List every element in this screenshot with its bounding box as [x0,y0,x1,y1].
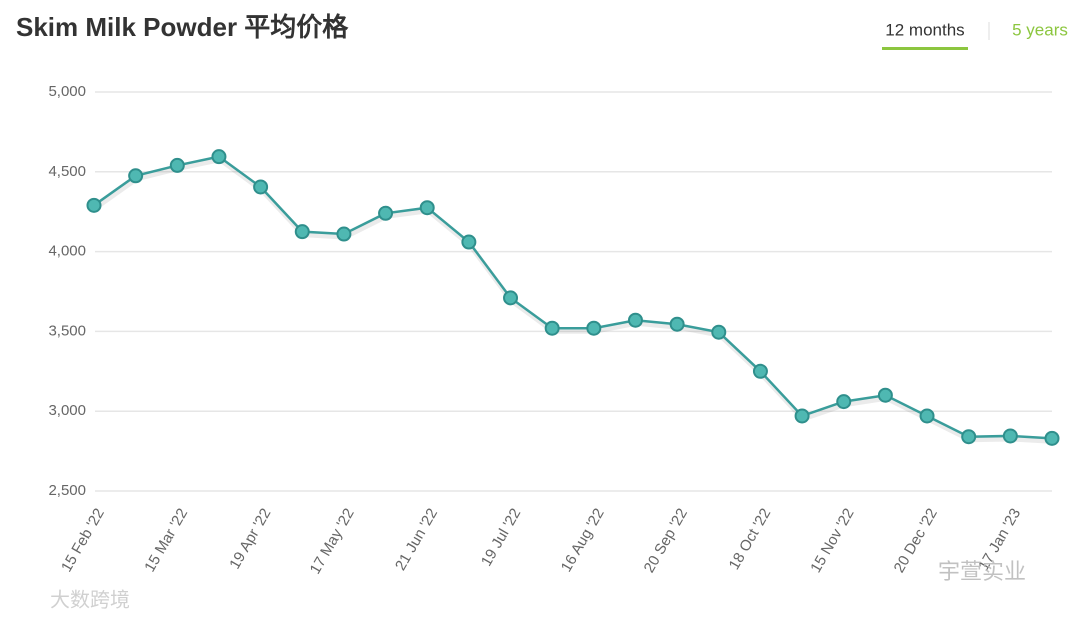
tab-underline [882,47,968,50]
x-tick-label: 17 May '22 [307,505,358,577]
point [669,316,685,332]
tab-12-months[interactable]: 12 months [885,20,964,39]
watermark: 宇萱实业 [938,559,1026,584]
point [794,408,810,424]
plot: 2,500 3,000 3,500 4,000 4,500 5,000 15 Feb '22… [48,83,1060,577]
point [253,179,269,195]
point [711,324,727,340]
point [419,200,435,216]
x-tick-label: 19 Jul '22 [478,505,525,569]
point [961,429,977,445]
point [336,226,352,242]
point [1002,428,1018,444]
x-tick-label: 19 Apr '22 [226,505,274,572]
x-tick-label: 18 Oct '22 [726,505,775,572]
point [752,363,768,379]
point [836,394,852,410]
point [544,320,560,336]
x-tick-label: 16 Aug '22 [558,505,608,575]
point [586,320,602,336]
point [627,312,643,328]
x-tick-label: 20 Dec '22 [891,505,941,575]
x-tick-label: 21 Jun '22 [392,505,441,573]
y-tick-label: 2,500 [48,482,86,499]
point [919,408,935,424]
chart-title: Skim Milk Powder 平均价格 [16,12,349,42]
point [86,197,102,213]
x-tick-label: 15 Feb '22 [58,505,108,574]
x-tick-label: 20 Sep '22 [641,505,691,575]
x-tick-label: 15 Nov '22 [807,505,857,575]
point [877,387,893,403]
watermark: 大数跨境 [50,588,130,611]
tab-5-years[interactable]: 5 years [1012,20,1068,39]
series-line-shadow [93,156,1054,444]
point [503,290,519,306]
point [1044,430,1060,446]
point [128,168,144,184]
y-tick-label: 4,000 [48,243,86,260]
point [378,205,394,221]
x-tick-label: 15 Mar '22 [141,505,191,574]
point [294,224,310,240]
y-tick-label: 4,500 [48,163,86,180]
y-tick-label: 5,000 [48,83,86,100]
y-tick-label: 3,000 [48,402,86,419]
series-line [93,155,1053,440]
y-tick-label: 3,500 [48,322,86,339]
point [461,234,477,250]
point [211,149,227,165]
point [169,157,185,173]
